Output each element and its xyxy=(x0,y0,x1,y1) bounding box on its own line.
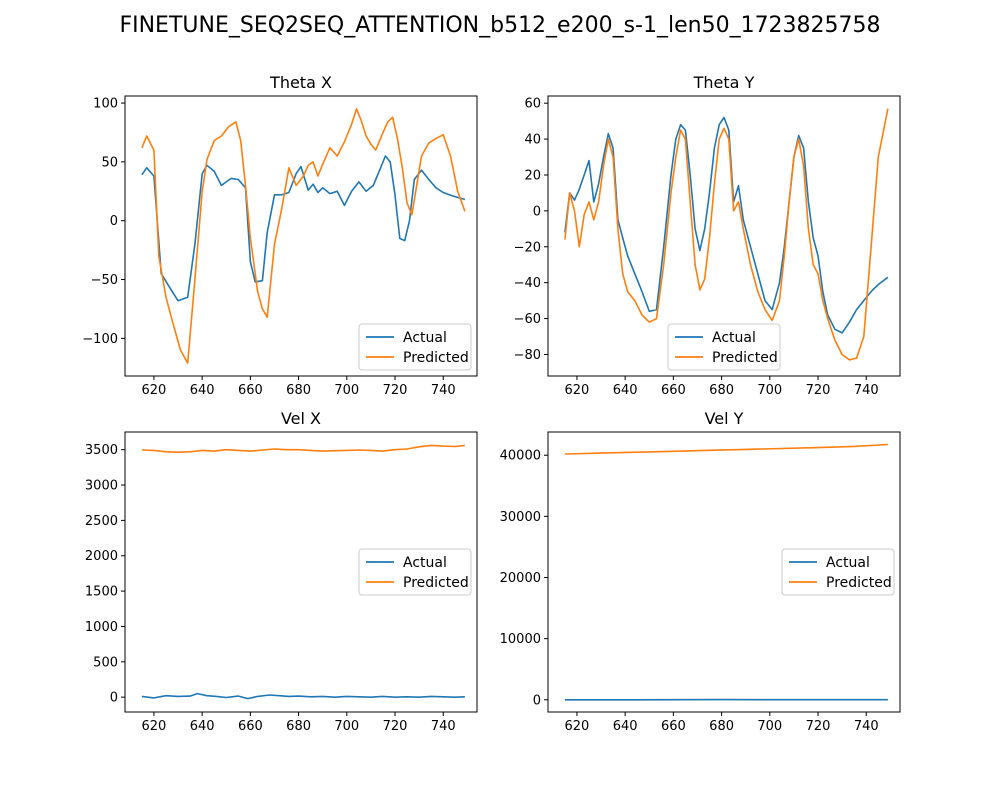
y-tick-label: 60 xyxy=(524,97,541,112)
y-tick-label: −80 xyxy=(514,348,541,363)
series-line-predicted xyxy=(564,443,888,455)
x-tick-label: 680 xyxy=(709,719,734,734)
x-tick-label: 680 xyxy=(286,383,311,398)
y-tick-label: 1500 xyxy=(85,585,118,600)
x-tick-label: 720 xyxy=(806,719,831,734)
legend-box xyxy=(358,548,472,596)
x-tick-label: 620 xyxy=(565,383,590,398)
y-tick-label: 10000 xyxy=(500,632,541,647)
y-tick-label: −100 xyxy=(82,332,118,347)
legend-label-actual: Actual xyxy=(826,555,870,571)
y-tick-label: 0 xyxy=(533,204,541,219)
x-tick-label: 740 xyxy=(854,719,879,734)
x-tick-label: 640 xyxy=(190,719,215,734)
legend-label-actual: Actual xyxy=(403,555,447,571)
axes-frame xyxy=(124,431,478,713)
subplot-2: Theta Y 620 640 660 680 700 720 740 −80 −60 −40 −20… xyxy=(514,73,901,398)
x-tick-label: 660 xyxy=(661,719,686,734)
figure-title: FINETUNE_SEQ2SEQ_ATTENTION_b512_e200_s-1… xyxy=(119,13,880,38)
x-tick-label: 700 xyxy=(334,383,359,398)
legend-box xyxy=(667,323,781,371)
y-tick-label: 0 xyxy=(110,691,118,706)
legend-label-predicted: Predicted xyxy=(712,350,778,366)
series-line-predicted xyxy=(141,444,465,454)
series-line-predicted xyxy=(141,108,466,364)
legend-label-actual: Actual xyxy=(712,330,756,346)
x-tick-label: 740 xyxy=(431,719,456,734)
series-line-actual xyxy=(141,155,466,302)
subplot-4: Vel Y 620 640 660 680 700 720 740 0 10000 20000 300… xyxy=(500,409,901,734)
series-line-actual xyxy=(141,692,465,700)
subplot-title: Vel X xyxy=(281,409,321,428)
y-tick-label: 500 xyxy=(93,655,118,670)
y-tick-label: 1000 xyxy=(85,620,118,635)
x-tick-label: 700 xyxy=(757,719,782,734)
legend: Actual Predicted xyxy=(358,323,472,371)
x-tick-label: 660 xyxy=(238,383,263,398)
axes-frame xyxy=(124,95,478,377)
series-line-predicted xyxy=(564,108,889,361)
subplot-title: Vel Y xyxy=(705,409,744,428)
x-tick-label: 680 xyxy=(286,719,311,734)
legend-label-actual: Actual xyxy=(403,330,447,346)
legend-box xyxy=(358,323,472,371)
y-tick-label: 0 xyxy=(110,214,118,229)
x-tick-label: 700 xyxy=(334,719,359,734)
x-tick-label: 640 xyxy=(613,383,638,398)
x-tick-label: 740 xyxy=(854,383,879,398)
y-tick-label: 20000 xyxy=(500,571,541,586)
y-tick-label: −40 xyxy=(514,276,541,291)
x-tick-label: 740 xyxy=(431,383,456,398)
legend: Actual Predicted xyxy=(358,548,472,596)
x-tick-label: 660 xyxy=(238,719,263,734)
y-tick-label: −20 xyxy=(514,240,541,255)
x-tick-label: 720 xyxy=(383,383,408,398)
x-tick-label: 640 xyxy=(190,383,215,398)
x-tick-label: 640 xyxy=(613,719,638,734)
legend-box xyxy=(781,548,895,596)
y-tick-label: 20 xyxy=(524,168,541,183)
series-line-actual xyxy=(564,116,889,334)
y-tick-label: 30000 xyxy=(500,510,541,525)
y-tick-label: 3000 xyxy=(85,479,118,494)
subplot-title: Theta X xyxy=(269,73,332,92)
x-tick-label: 620 xyxy=(565,719,590,734)
subplot-3: Vel X 620 640 660 680 700 720 740 0 500 1000 1500 20… xyxy=(85,409,478,734)
y-tick-label: 40 xyxy=(524,133,541,148)
legend-label-predicted: Predicted xyxy=(403,350,469,366)
x-tick-label: 680 xyxy=(709,383,734,398)
legend: Actual Predicted xyxy=(667,323,781,371)
axes-frame xyxy=(547,431,901,713)
x-tick-label: 700 xyxy=(757,383,782,398)
subplot-1: Theta X 620 640 660 680 700 720 740 −100 −50 0 50 10… xyxy=(82,73,478,398)
x-tick-label: 720 xyxy=(806,383,831,398)
y-tick-label: −60 xyxy=(514,312,541,327)
legend-label-predicted: Predicted xyxy=(826,575,892,591)
y-tick-label: −50 xyxy=(91,273,118,288)
x-tick-label: 720 xyxy=(383,719,408,734)
legend-label-predicted: Predicted xyxy=(403,575,469,591)
y-tick-label: 0 xyxy=(533,693,541,708)
y-tick-label: 50 xyxy=(101,155,118,170)
legend: Actual Predicted xyxy=(781,548,895,596)
x-tick-label: 620 xyxy=(142,719,167,734)
y-tick-label: 2000 xyxy=(85,549,118,564)
x-tick-label: 660 xyxy=(661,383,686,398)
y-tick-label: 2500 xyxy=(85,514,118,529)
subplot-title: Theta Y xyxy=(693,73,755,92)
y-tick-label: 40000 xyxy=(500,449,541,464)
y-tick-label: 3500 xyxy=(85,443,118,458)
axes-frame xyxy=(547,95,901,377)
x-tick-label: 620 xyxy=(142,383,167,398)
y-tick-label: 100 xyxy=(93,97,118,112)
